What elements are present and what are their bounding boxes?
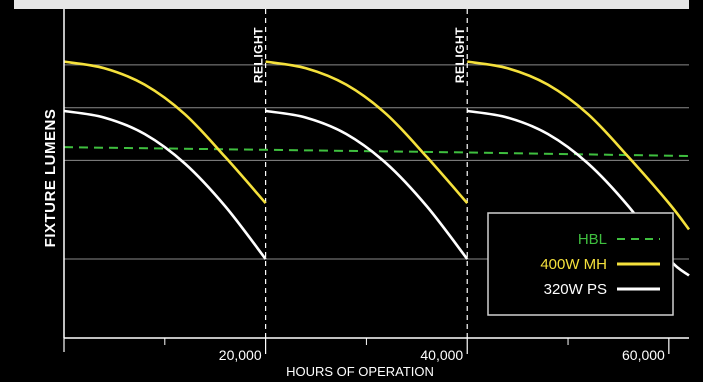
relight-markers: RELIGHT RELIGHT bbox=[252, 9, 468, 338]
top-banner bbox=[14, 0, 689, 9]
series-400w-mh-segment bbox=[265, 60, 469, 204]
x-tick-label: 20,000 bbox=[219, 347, 262, 363]
x-tick-label: 60,000 bbox=[622, 347, 665, 363]
legend-label: 400W MH bbox=[540, 256, 607, 273]
series-400w-mh-segment bbox=[467, 60, 691, 231]
x-axis-title: HOURS OF OPERATION bbox=[286, 364, 434, 379]
series-320w-ps-segment bbox=[63, 109, 267, 260]
x-tick-label: 40,000 bbox=[420, 347, 463, 363]
series-400w-mh-segment bbox=[63, 60, 267, 204]
relight-label: RELIGHT bbox=[252, 27, 266, 83]
series-320w-ps-segment bbox=[265, 109, 469, 260]
axes: 20,000 40,000 60,000 bbox=[63, 9, 689, 363]
legend-label: 320W PS bbox=[544, 281, 607, 298]
relight-label: RELIGHT bbox=[453, 27, 467, 83]
y-axis-title: FIXTURE LUMENS bbox=[42, 109, 59, 248]
legend-label: HBL bbox=[578, 231, 607, 248]
legend: HBL 400W MH 320W PS bbox=[487, 212, 674, 316]
